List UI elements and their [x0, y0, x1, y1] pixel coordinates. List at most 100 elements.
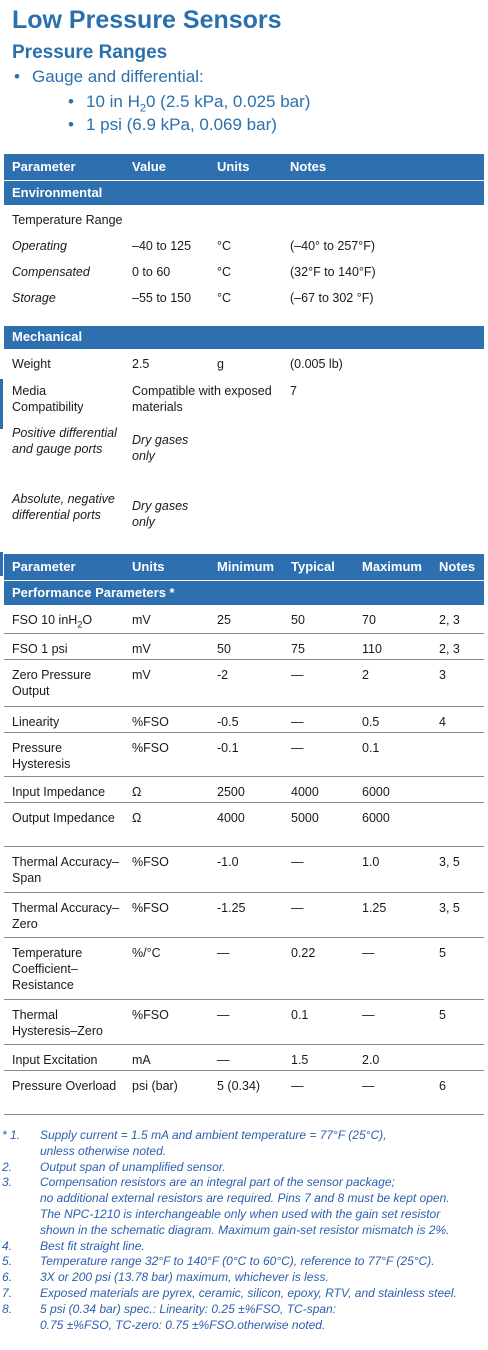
value-cell: Ω [124, 776, 209, 803]
section-row-mechanical: Mechanical [4, 324, 484, 349]
value-cell: — [209, 1044, 283, 1071]
value-cell: -0.5 [209, 706, 283, 733]
value-cell: 3 [431, 659, 484, 707]
footnote-line: Compensation resistors are an integral p… [40, 1175, 395, 1190]
footnote-line: Best fit straight line. [40, 1238, 145, 1253]
parameter-cell: Thermal Accuracy–Zero [4, 892, 124, 938]
value-cell: mV [124, 605, 209, 634]
col-header-parameter: Parameter [4, 554, 124, 580]
value-cell: — [354, 937, 431, 1000]
table-row: Weight 2.5 g (0.005 lb) [12, 357, 343, 371]
table-row: Thermal Accuracy–Zero %FSO -1.25—1.25 3, 5 [4, 892, 484, 938]
col-header-minimum: Minimum [209, 554, 283, 580]
value-cell: 2.0 [354, 1044, 431, 1071]
bullet-range-10inh2o: • 10 in H20 (2.5 kPa, 0.025 bar) [68, 92, 311, 115]
col-header-parameter: Parameter [4, 154, 124, 180]
parameter-cell: Output Impedance [4, 802, 124, 847]
footnote-line: no additional external resistors are req… [40, 1191, 450, 1206]
parameter-cell: Temperature Coefficient–Resistance [4, 937, 124, 1000]
value-cell: %FSO [124, 732, 209, 777]
table-row: Temperature Coefficient–Resistance %/°C —0… [4, 937, 484, 1000]
footnote-number: 6. [2, 1270, 13, 1285]
footnote-number: 2. [2, 1159, 13, 1174]
bullet-icon: • [68, 115, 74, 134]
value-cell [431, 802, 484, 847]
value-cell: 1.5 [283, 1044, 354, 1071]
parameter-cell: Pressure Hysteresis [4, 732, 124, 777]
value-cell: 50 [283, 605, 354, 634]
parameter-cell: FSO 1 psi [4, 633, 124, 660]
footnote-line: unless otherwise noted. [40, 1143, 167, 1158]
section-row-performance: Performance Parameters * [4, 579, 484, 605]
table-header-row: Parameter Units Minimum Typical Maximum … [4, 554, 484, 580]
footnote-line: 0.75 ±%FSO, TC-zero: 0.75 ±%FSO.otherwis… [40, 1317, 326, 1332]
performance-parameters-table: Parameter Units Minimum Typical Maximum … [4, 554, 484, 1115]
table-row: Output Impedance Ω 4000 5000 6000 [4, 802, 484, 847]
footnote-line: Output span of unamplified sensor. [40, 1159, 226, 1174]
table-row: Linearity %FSO -0.5—0.5 4 [4, 706, 484, 733]
footnotes: * 1. Supply current = 1.5 mA and ambient … [0, 1128, 488, 1333]
footnote-line: Temperature range 32°F to 140°F (0°C to … [40, 1254, 435, 1269]
footnote-line: 5 psi (0.34 bar) spec.: Linearity: 0.25 … [40, 1301, 337, 1316]
section-subtitle: Pressure Ranges [12, 42, 168, 63]
value-cell: %FSO [124, 706, 209, 733]
value-cell: -0.1 [209, 732, 283, 777]
footnote-item: 8. 5 psi (0.34 bar) spec.: Linearity: 0.2… [0, 1302, 488, 1334]
footnote-number: 7. [2, 1285, 13, 1300]
value-cell: — [283, 846, 354, 893]
table-row: Pressure Overload psi (bar) 5 (0.34) — —6 [4, 1070, 484, 1115]
col-header-units: Units [209, 154, 282, 180]
footnote-item: 5. Temperature range 32°F to 140°F (0°C t… [0, 1254, 488, 1270]
value-cell [431, 732, 484, 777]
footnote-item: 6. 3X or 200 psi (13.78 bar) maximum, whi… [0, 1270, 488, 1286]
table-row: Positive differential and gauge ports Dr… [12, 426, 189, 463]
table-row: Input Impedance Ω 2500 4000 6000 [4, 776, 484, 803]
table-row: FSO 10 inH2O mV 25 50 70 2, 3 [4, 605, 484, 634]
value-cell: 2, 3 [431, 605, 484, 634]
parameter-cell: Input Excitation [4, 1044, 124, 1071]
section-row-environmental: Environmental [4, 179, 484, 205]
table-row: Compensated 0 to 60 °C (32°F to 140°F) [12, 265, 376, 279]
value-cell: 3, 5 [431, 892, 484, 938]
table-row: Storage –55 to 150 °C (–67 to 302 °F) [12, 291, 374, 305]
footnote-item: 7. Exposed materials are pyrex, ceramic, … [0, 1286, 488, 1302]
value-cell: 1.0 [354, 846, 431, 893]
table-header-row: Parameter Value Units Notes [4, 154, 484, 180]
value-cell: mV [124, 659, 209, 707]
table-row: Pressure Hysteresis %FSO -0.1—0.1 [4, 732, 484, 777]
footnote-line: 3X or 200 psi (13.78 bar) maximum, which… [40, 1270, 329, 1285]
value-cell: 5 [431, 937, 484, 1000]
value-cell: 4000 [283, 776, 354, 803]
footnote-line: Exposed materials are pyrex, ceramic, si… [40, 1285, 457, 1300]
page-title: Low Pressure Sensors [12, 6, 282, 34]
value-cell: 2500 [209, 776, 283, 803]
left-accent-bar [0, 379, 3, 429]
table-row: Absolute, negative differential ports Dr… [12, 492, 189, 529]
footnote-line: The NPC-1210 is interchangeable only whe… [40, 1206, 441, 1221]
footnote-item: 2. Output span of unamplified sensor. [0, 1160, 488, 1176]
table-row: Thermal Hysteresis–Zero %FSO —0.1—5 [4, 999, 484, 1045]
value-cell: -1.25 [209, 892, 283, 938]
value-cell: 6 [431, 1070, 484, 1115]
value-cell: 2 [354, 659, 431, 707]
parameter-cell: Thermal Hysteresis–Zero [4, 999, 124, 1045]
value-cell: — [354, 1070, 431, 1115]
value-cell: %FSO [124, 892, 209, 938]
col-header-typical: Typical [283, 554, 354, 580]
value-cell: 5 (0.34) [209, 1070, 283, 1115]
table-row: Thermal Accuracy–Span %FSO -1.0—1.0 3, 5 [4, 846, 484, 893]
value-cell: 3, 5 [431, 846, 484, 893]
value-cell: 1.25 [354, 892, 431, 938]
value-cell: 6000 [354, 776, 431, 803]
footnote-line: Supply current = 1.5 mA and ambient temp… [40, 1128, 387, 1142]
parameter-cell: Zero Pressure Output [4, 659, 124, 707]
footnote-line: shown in the schematic diagram. Maximum … [40, 1222, 450, 1237]
value-cell: — [283, 732, 354, 777]
value-cell: 6000 [354, 802, 431, 847]
value-cell: 50 [209, 633, 283, 660]
table-row: Input Excitation mA —1.5 2.0 [4, 1044, 484, 1071]
value-cell: 70 [354, 605, 431, 634]
value-cell: %FSO [124, 846, 209, 893]
environmental-mechanical-table: Parameter Value Units Notes Environmenta… [4, 154, 484, 544]
footnote-number: 3. [2, 1175, 13, 1190]
